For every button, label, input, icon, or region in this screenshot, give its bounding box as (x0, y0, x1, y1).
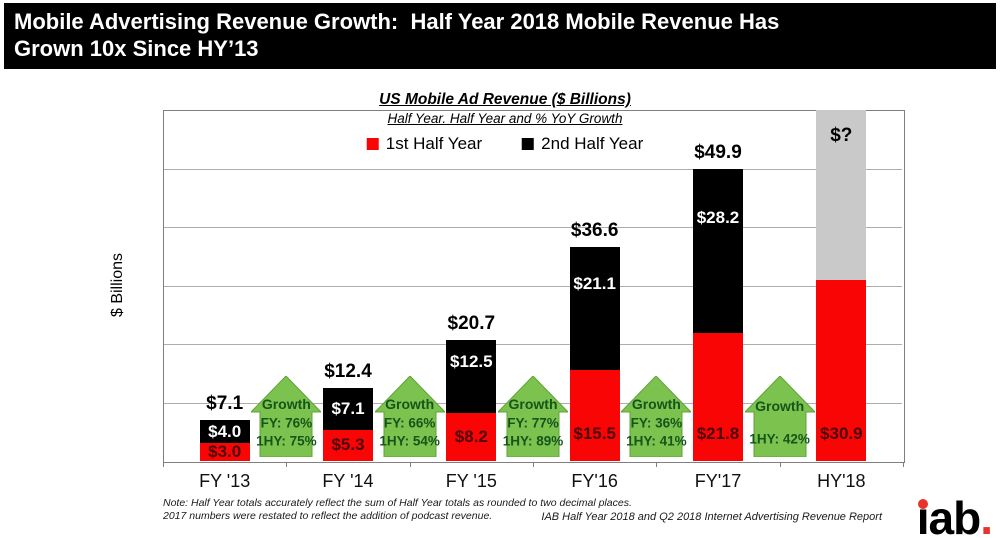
x-axis-tick (533, 462, 534, 467)
chart-title: US Mobile Ad Revenue ($ Billions) (379, 91, 631, 108)
x-axis-label: FY '15 (445, 471, 497, 491)
slide-title-line2: Grown 10x Since HY’13 (14, 36, 259, 61)
bar-segment-2nd-half (446, 339, 497, 414)
bar-total-label: $12.4 (324, 361, 372, 383)
growth-arrow-text: Growth (385, 396, 435, 412)
bar-total-label: $36.6 (570, 219, 619, 241)
legend: 1st Half Year 2nd Half Year (366, 134, 643, 154)
legend-label: 2nd Half Year (541, 134, 644, 153)
iab-logo: ıab. (916, 492, 993, 538)
x-axis-tick (163, 462, 164, 467)
bar-label-2nd-half: $4.0 (208, 421, 242, 441)
bar-label-1st-half: $3.0 (208, 442, 242, 462)
growth-arrow-text: FY: 36% (630, 415, 683, 431)
bar-label-2nd-half: $7.1 (331, 399, 365, 419)
logo-text: ıab (916, 492, 981, 538)
x-axis-tick (656, 462, 658, 467)
x-axis-tick (903, 462, 904, 467)
bar-total-label: $? (830, 125, 853, 146)
growth-arrow-text: FY: 66% (383, 415, 436, 431)
legend-swatch-icon (366, 138, 379, 150)
slide-header: Mobile Advertising Revenue Growth: Half … (4, 3, 996, 69)
footnote-line1: Note: Half Year totals accurately reflec… (163, 497, 632, 509)
bar-segment-1st-half (569, 370, 620, 461)
bar-segment-1st-half (816, 280, 867, 461)
growth-arrow-text: FY: 76% (260, 415, 313, 431)
x-axis-tick (286, 462, 288, 467)
bar-label-1st-half: $30.9 (820, 424, 863, 443)
footnote-line2: 2017 numbers were restated to reflect th… (163, 510, 493, 522)
legend-item-1: 1st Half Year (366, 134, 483, 154)
x-axis-label: FY '14 (322, 471, 374, 491)
growth-arrow: Growth FY: 66% 1HY: 54% (373, 375, 446, 458)
gridline (164, 227, 902, 228)
growth-arrow: Growth FY: 77% 1HY: 89% (496, 375, 570, 458)
x-axis-label: FY'16 (571, 471, 618, 491)
bar-label-2nd-half: $21.1 (573, 273, 616, 293)
bar-label-1st-half: $21.8 (696, 424, 740, 443)
gridline (164, 344, 902, 345)
bar-segment-2nd-half (569, 246, 620, 371)
bar-total-label: $20.7 (447, 312, 496, 334)
gridline (164, 168, 902, 170)
x-axis-tick (409, 462, 411, 467)
bar-segment-1st-half (199, 443, 250, 461)
x-axis-label: FY '13 (199, 471, 251, 491)
bar-segment-2nd-half (693, 168, 743, 334)
footnote: Note: Half Year totals accurately reflec… (163, 497, 632, 523)
growth-arrow-text: FY: 77% (507, 415, 559, 431)
legend-label: 1st Half Year (385, 134, 483, 153)
x-axis-tick (779, 462, 781, 467)
slide-title-line1: Mobile Advertising Revenue Growth: Half … (14, 9, 780, 34)
growth-arrow-text: Growth (508, 396, 558, 412)
bar-segment-1st-half (446, 413, 497, 461)
source-citation: IAB Half Year 2018 and Q2 2018 Internet … (541, 511, 882, 523)
legend-item-2: 2nd Half Year (522, 134, 643, 154)
bar-total-label: $7.1 (206, 393, 244, 415)
gridline (164, 285, 902, 287)
legend-swatch-icon (522, 138, 535, 150)
growth-arrow-text: Growth (631, 396, 681, 412)
bar-label-2nd-half: $12.5 (450, 351, 493, 371)
x-axis-label: HY'18 (817, 471, 866, 491)
bar-segment-unknown (816, 110, 867, 281)
growth-arrow: Growth FY: 76% 1HY: 75% (250, 375, 323, 458)
bar-label-1st-half: $5.3 (331, 435, 365, 455)
growth-arrow: Growth 1HY: 42% (743, 375, 816, 458)
logo-i-dot-icon (917, 499, 928, 509)
growth-arrow: Growth FY: 36% 1HY: 41% (620, 375, 693, 458)
bar-label-1st-half: $15.5 (573, 424, 616, 443)
chart-subtitle: Half Year. Half Year and % YoY Growth (387, 111, 623, 126)
x-axis-label: FY'17 (694, 471, 742, 491)
bar-segment-2nd-half (323, 388, 373, 430)
plot-frame (163, 110, 905, 463)
growth-arrow-text: Growth (261, 396, 311, 412)
bar-label-2nd-half: $28.2 (696, 207, 740, 227)
bar-label-1st-half: $8.2 (454, 427, 488, 446)
logo-period: . (980, 492, 993, 538)
bar-segment-1st-half (323, 429, 373, 461)
growth-arrow-text: 1HY: 89% (502, 433, 564, 449)
growth-arrow-text: 1HY: 42% (749, 431, 810, 447)
growth-arrow-text: 1HY: 41% (626, 433, 687, 449)
growth-arrow-text: Growth (755, 398, 805, 414)
bar-segment-2nd-half (199, 420, 250, 444)
bar-total-label: $49.9 (694, 141, 742, 163)
growth-arrow-text: 1HY: 75% (256, 433, 317, 449)
growth-arrow-text: 1HY: 54% (379, 433, 440, 449)
bar-segment-1st-half (693, 333, 743, 461)
